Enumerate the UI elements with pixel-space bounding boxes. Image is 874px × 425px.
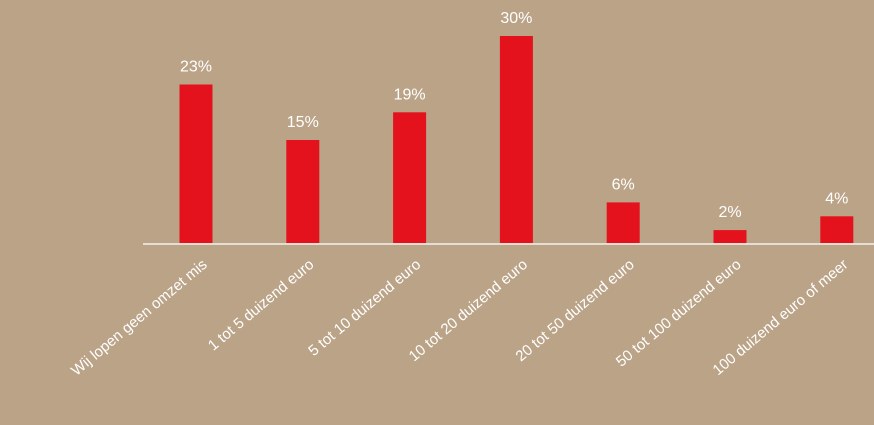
category-label: Wij lopen geen omzet mis [68, 256, 210, 379]
bar-value-label: 2% [718, 204, 741, 221]
bars-group [179, 36, 854, 244]
bar [820, 216, 854, 244]
bar-value-label: 19% [394, 86, 426, 103]
value-labels-group: 23% 15% 19% 30% 6% 2% 4% [180, 10, 848, 221]
bar-value-label: 30% [500, 10, 532, 27]
category-label: 1 tot 5 duizend euro [205, 256, 318, 354]
bar-value-label: 6% [612, 176, 635, 193]
bar [606, 202, 640, 244]
bar [393, 112, 427, 244]
category-label: 10 tot 20 duizend euro [406, 256, 531, 365]
bar [179, 84, 213, 244]
category-label: 5 tot 10 duizend euro [305, 256, 424, 360]
bar [499, 36, 533, 244]
bar-value-label: 23% [180, 59, 212, 76]
bar-value-label: 4% [825, 190, 848, 207]
bar-value-label: 15% [287, 114, 319, 131]
bar [713, 230, 747, 244]
category-label: 20 tot 50 duizend euro [512, 256, 637, 365]
bar [286, 140, 320, 244]
